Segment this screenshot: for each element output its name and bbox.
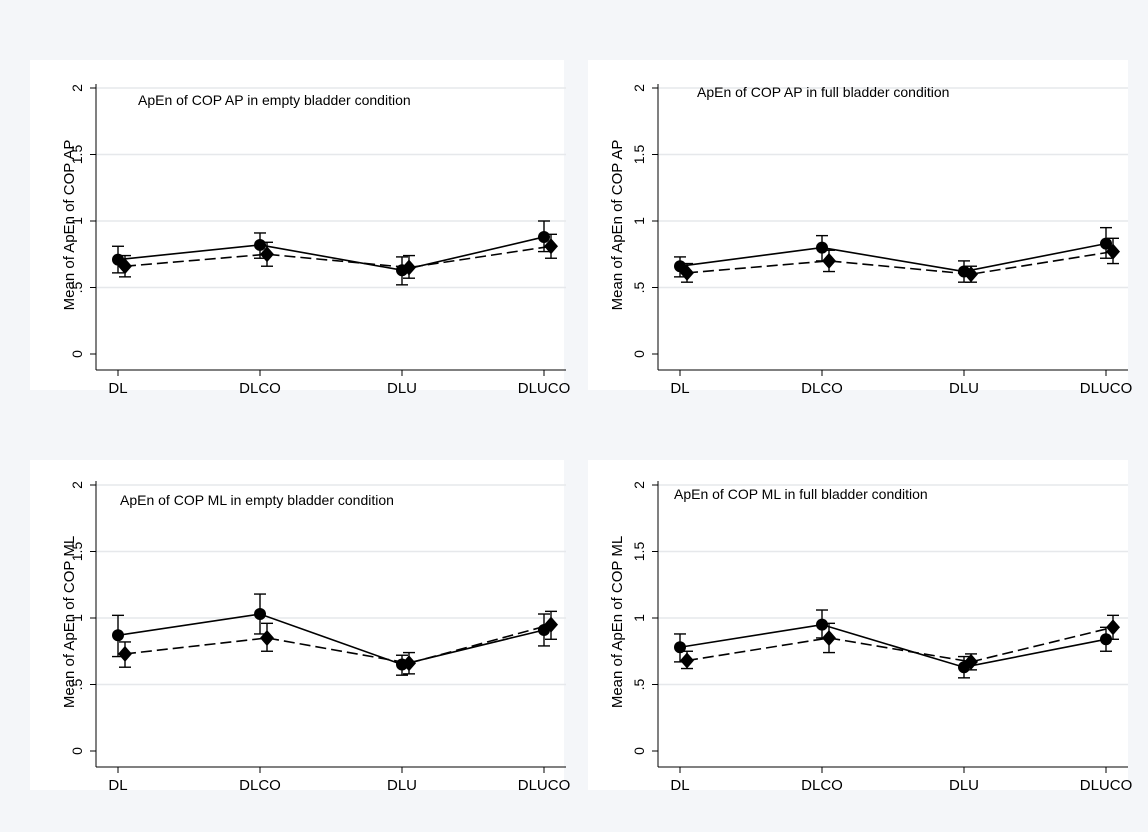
y-tick-label: 0 xyxy=(631,747,647,755)
y-axis-title: Mean of ApEn of COP AP xyxy=(609,140,626,311)
plot-background xyxy=(588,460,1128,790)
x-tick-label: DLUCO xyxy=(1080,380,1133,397)
x-tick-label: DLU xyxy=(387,777,417,794)
data-point-diamond xyxy=(680,264,694,281)
chart-panel: 0 .5 1 1.5 2 DL DLCO DLU DLUCO Mean of ApEn of CO… xyxy=(30,60,570,397)
x-tick-label: DLCO xyxy=(801,380,843,397)
data-point-diamond xyxy=(822,629,836,646)
y-tick-label: 1.5 xyxy=(631,542,647,562)
y-tick-label: 1.5 xyxy=(631,145,647,165)
x-tick-label: DLCO xyxy=(801,777,843,794)
data-point-diamond xyxy=(402,259,416,276)
data-point-circle xyxy=(112,253,124,266)
data-point-circle xyxy=(816,618,828,631)
data-point-circle xyxy=(112,629,124,642)
data-point-diamond xyxy=(1106,243,1120,260)
panel-title: ApEn of COP ML in full bladder condition xyxy=(674,486,928,502)
data-point-circle xyxy=(1100,633,1112,646)
y-tick-label: 0 xyxy=(69,747,85,755)
y-tick-label: 2 xyxy=(631,481,647,489)
y-tick-label: 1 xyxy=(631,614,647,622)
x-tick-label: DLCO xyxy=(239,380,281,397)
x-tick-label: DL xyxy=(670,777,689,794)
data-point-diamond xyxy=(680,652,694,669)
data-point-diamond xyxy=(260,246,274,263)
y-tick-label: 2 xyxy=(631,84,647,92)
data-point-circle xyxy=(254,238,266,251)
y-tick-label: .5 xyxy=(631,678,647,690)
y-tick-label: 1.5 xyxy=(69,542,85,562)
x-tick-label: DLU xyxy=(949,380,979,397)
x-tick-label: DL xyxy=(108,380,127,397)
chart-panel: 0 .5 1 1.5 2 DL DLCO DLU DLUCO Mean of ApEn of CO… xyxy=(30,460,570,794)
y-tick-label: 0 xyxy=(631,350,647,358)
data-point-diamond xyxy=(260,629,274,646)
y-tick-label: .5 xyxy=(69,281,85,293)
chart-panel: 0 .5 1 1.5 2 DL DLCO DLU DLUCO Mean of ApEn of CO… xyxy=(588,60,1132,397)
x-tick-label: DLU xyxy=(387,380,417,397)
data-point-diamond xyxy=(402,655,416,672)
x-tick-label: DLUCO xyxy=(1080,777,1133,794)
series-line-dashed xyxy=(686,250,1114,276)
data-point-diamond xyxy=(964,653,978,670)
x-tick-label: DLU xyxy=(949,777,979,794)
x-tick-label: DL xyxy=(108,777,127,794)
data-point-circle xyxy=(1100,237,1112,250)
y-tick-label: 1 xyxy=(69,217,85,225)
x-tick-label: DLCO xyxy=(239,777,281,794)
series-line-dashed xyxy=(686,626,1114,663)
data-point-diamond xyxy=(544,616,558,633)
data-point-circle xyxy=(254,608,266,621)
plot-background xyxy=(30,60,564,390)
y-tick-label: 1.5 xyxy=(69,145,85,165)
series-line-solid xyxy=(117,613,545,666)
plot-background xyxy=(588,60,1128,390)
y-tick-label: .5 xyxy=(69,678,85,690)
series-line-solid xyxy=(679,242,1107,273)
y-tick-label: 1 xyxy=(631,217,647,225)
series-line-solid xyxy=(679,623,1107,669)
series-line-solid xyxy=(117,236,545,272)
data-point-diamond xyxy=(964,266,978,283)
y-tick-label: 2 xyxy=(69,84,85,92)
plot-background xyxy=(30,460,564,790)
data-point-circle xyxy=(816,241,828,254)
chart-panel: 0 .5 1 1.5 2 DL DLCO DLU DLUCO Mean of ApEn of CO… xyxy=(588,460,1132,794)
y-tick-label: 2 xyxy=(69,481,85,489)
series-line-dashed xyxy=(124,245,552,269)
data-point-diamond xyxy=(118,645,132,662)
data-point-circle xyxy=(674,641,686,654)
data-point-circle xyxy=(538,230,550,243)
data-point-diamond xyxy=(118,258,132,275)
y-tick-label: 0 xyxy=(69,350,85,358)
x-tick-label: DLUCO xyxy=(518,777,571,794)
y-tick-label: 1 xyxy=(69,614,85,622)
series-line-dashed xyxy=(124,623,552,665)
x-tick-label: DLUCO xyxy=(518,380,571,397)
data-point-diamond xyxy=(822,252,836,269)
panel-title: ApEn of COP AP in full bladder condition xyxy=(697,84,949,100)
x-tick-label: DL xyxy=(670,380,689,397)
panel-title: ApEn of COP ML in empty bladder conditio… xyxy=(120,492,394,508)
data-point-diamond xyxy=(544,238,558,255)
y-axis-title: Mean of ApEn of COP ML xyxy=(61,536,78,708)
y-axis-title: Mean of ApEn of COP AP xyxy=(61,140,78,311)
panel-title: ApEn of COP AP in empty bladder conditio… xyxy=(138,92,411,108)
y-tick-label: .5 xyxy=(631,281,647,293)
y-axis-title: Mean of ApEn of COP ML xyxy=(609,536,626,708)
data-point-diamond xyxy=(1106,619,1120,636)
